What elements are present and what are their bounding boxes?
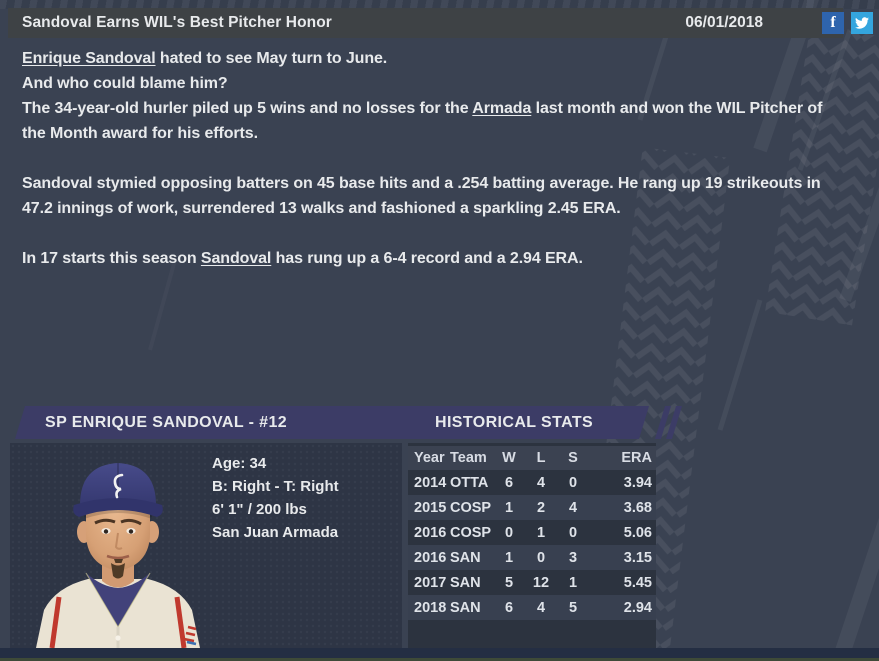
player-info-line: 6' 1" / 200 lbs <box>212 501 307 518</box>
article-body: Enrique Sandoval hated to see May turn t… <box>22 46 867 296</box>
stats-header-cell: Team <box>450 450 487 466</box>
stats-cell: 4 <box>568 499 578 516</box>
article-text: last month and won the WIL Pitcher of th… <box>22 100 823 142</box>
stats-cell: 6 <box>504 474 514 491</box>
stats-cell: 2016 <box>414 524 447 541</box>
stats-cell: COSP <box>450 524 492 541</box>
player-info-block: Age: 34 B: Right - T: Right 6' 1" / 200 lb… <box>212 452 339 544</box>
stats-row: 2016 SAN 1 0 3 3.15 <box>408 545 656 570</box>
top-edge-texture <box>0 0 879 9</box>
stats-cell: SAN <box>450 549 481 566</box>
footer-bar <box>0 648 879 661</box>
player-portrait <box>36 463 200 648</box>
stats-cell: 2014 <box>414 474 447 491</box>
stats-cell: 1 <box>568 574 578 591</box>
stats-cell: 3.15 <box>623 549 652 566</box>
stats-cell: 12 <box>532 574 550 591</box>
stats-cell: 3.68 <box>623 499 652 516</box>
stats-cell: 1 <box>504 549 514 566</box>
stats-cell: 2017 <box>414 574 447 591</box>
player-card-title: SP ENRIQUE SANDOVAL - #12 <box>45 414 288 431</box>
stats-cell: 2.94 <box>623 599 652 616</box>
stats-cell: 5.06 <box>623 524 652 541</box>
stats-cell: 4 <box>536 599 546 616</box>
article-text: hated to see May turn to June. And who c… <box>22 50 469 117</box>
stats-row: 2018 SAN 6 4 5 2.94 <box>408 595 656 620</box>
article-paragraph: In 17 starts this season Sandoval has ru… <box>22 246 867 271</box>
stats-cell: 2018 <box>414 599 447 616</box>
stats-cell: SAN <box>450 574 481 591</box>
historical-stats-title: HISTORICAL STATS <box>435 414 594 431</box>
stats-row: 2017 SAN 5 12 1 5.45 <box>408 570 656 595</box>
inline-link[interactable]: Sandoval <box>200 250 272 267</box>
twitter-bird-icon <box>855 17 869 29</box>
article-paragraph: Enrique Sandoval hated to see May turn t… <box>22 46 867 146</box>
news-title: Sandoval Earns WIL's Best Pitcher Honor <box>22 14 332 31</box>
stats-cell: 2015 <box>414 499 447 516</box>
twitter-icon[interactable] <box>851 12 873 34</box>
stats-row: 2015 COSP 1 2 4 3.68 <box>408 495 656 520</box>
article-text: In 17 starts this season <box>22 250 201 267</box>
stats-cell: 2016 <box>414 549 447 566</box>
stats-cell: 1 <box>504 499 514 516</box>
stats-cell: COSP <box>450 499 492 516</box>
stats-cell: 0 <box>568 524 578 541</box>
historical-stats-panel: Year Team W L S ERA 2014 OTTA 6 4 0 3.94 2015 COSP 1 2… <box>408 443 656 648</box>
player-info-line: Age: 34 <box>212 455 267 472</box>
stats-cell: 3 <box>568 549 578 566</box>
article-text: Sandoval stymied opposing batters on 45 … <box>22 175 821 217</box>
stats-header-cell: W <box>502 450 516 466</box>
stats-cell: 6 <box>504 599 514 616</box>
inline-link[interactable]: Armada <box>472 100 532 117</box>
stats-cell: 4 <box>536 474 546 491</box>
stats-header-cell: Year <box>414 450 445 466</box>
stats-header-cell: ERA <box>621 450 652 466</box>
stats-cell: 0 <box>536 549 546 566</box>
section-banner: SP ENRIQUE SANDOVAL - #12 HISTORICAL STA… <box>15 406 649 439</box>
article-paragraph: Sandoval stymied opposing batters on 45 … <box>22 171 867 221</box>
stats-cell: 5 <box>568 599 578 616</box>
stats-cell: 1 <box>536 524 546 541</box>
news-date: 06/01/2018 <box>685 14 763 31</box>
stats-cell: 5 <box>504 574 514 591</box>
header-bar: Sandoval Earns WIL's Best Pitcher Honor … <box>8 8 843 38</box>
facebook-icon[interactable]: f <box>822 12 844 34</box>
stats-cell: 0 <box>568 474 578 491</box>
stats-row: 2016 COSP 0 1 0 5.06 <box>408 520 656 545</box>
player-panel: Age: 34 B: Right - T: Right 6' 1" / 200 lb… <box>10 443 402 648</box>
stats-cell: 3.94 <box>623 474 652 491</box>
stats-cell: 2 <box>536 499 546 516</box>
stats-row: 2014 OTTA 6 4 0 3.94 <box>408 470 656 495</box>
stats-header-cell: L <box>536 450 546 466</box>
stats-cell: 5.45 <box>623 574 652 591</box>
player-info-line: San Juan Armada <box>212 524 339 541</box>
stats-cell: SAN <box>450 599 481 616</box>
stats-cell: 0 <box>504 524 514 541</box>
stats-cell: OTTA <box>450 474 489 491</box>
inline-link[interactable]: Enrique Sandoval <box>22 50 156 67</box>
article-text: has rung up a 6-4 record and a 2.94 ERA. <box>271 250 583 267</box>
stats-header-row: Year Team W L S ERA <box>408 446 656 470</box>
player-info-line: B: Right - T: Right <box>212 478 339 495</box>
stats-header-cell: S <box>568 450 578 466</box>
